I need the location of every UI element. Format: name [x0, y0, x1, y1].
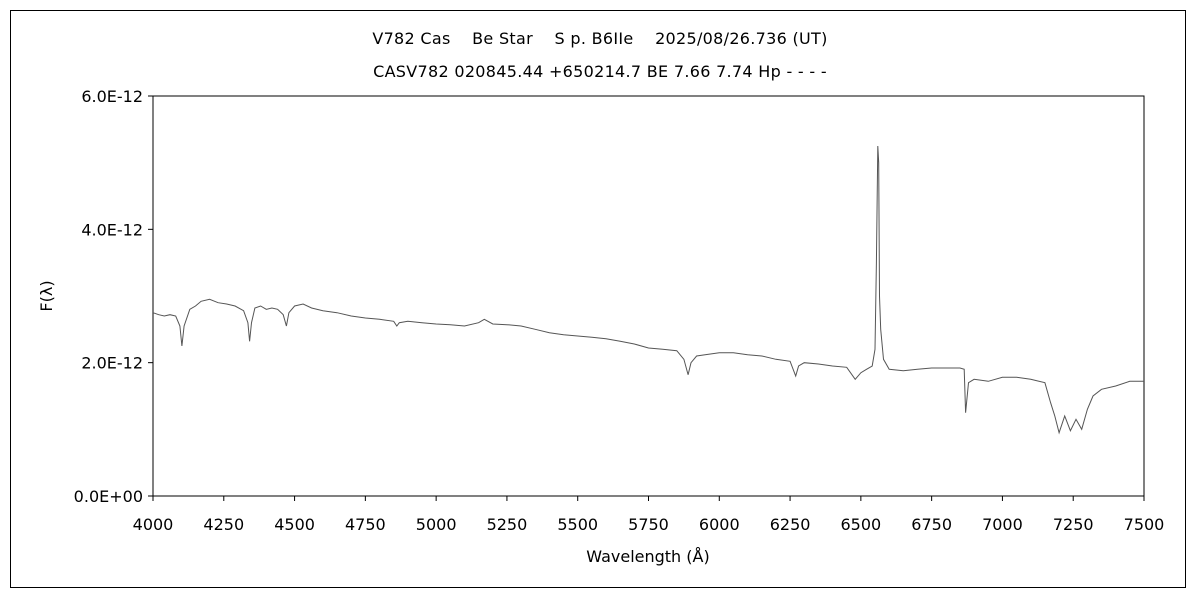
x-axis: 4000 4250 4500 4750 5000 5250 5500 5750 6000 6250…: [133, 496, 1165, 534]
x-tick-label: 5250: [487, 515, 528, 534]
x-tick-label: 4000: [133, 515, 174, 534]
x-tick-label: 6250: [770, 515, 811, 534]
x-tick-label: 7000: [982, 515, 1023, 534]
x-tick-label: 7250: [1053, 515, 1094, 534]
x-tick-label: 4250: [203, 515, 244, 534]
plot-area: [152, 95, 1145, 497]
y-axis-label: F(λ): [37, 280, 56, 311]
x-tick-label: 6750: [911, 515, 952, 534]
y-axis: 0.0E+00 2.0E-12 4.0E-12 6.0E-12: [74, 87, 153, 506]
y-tick-label: 2.0E-12: [81, 354, 143, 373]
x-tick-label: 6500: [840, 515, 881, 534]
x-tick-label: 5750: [628, 515, 669, 534]
chart-title: V782 Cas Be Star S p. B6IIe 2025/08/26.7…: [372, 29, 828, 48]
x-tick-label: 5500: [557, 515, 598, 534]
x-tick-label: 4500: [274, 515, 315, 534]
x-tick-label: 6000: [699, 515, 740, 534]
x-tick-label: 4750: [345, 515, 386, 534]
x-tick-label: 7500: [1124, 515, 1165, 534]
x-tick-label: 5000: [416, 515, 457, 534]
y-tick-label: 6.0E-12: [81, 87, 143, 106]
chart-frame: [10, 10, 1186, 588]
chart-subtitle: CASV782 020845.44 +650214.7 BE 7.66 7.74…: [373, 62, 827, 81]
x-axis-label: Wavelength (Å): [586, 547, 709, 566]
series-group: [152, 145, 1144, 435]
y-tick-label: 0.0E+00: [74, 487, 143, 506]
y-tick-label: 4.0E-12: [81, 220, 143, 239]
spectrum-line: [152, 145, 1144, 435]
